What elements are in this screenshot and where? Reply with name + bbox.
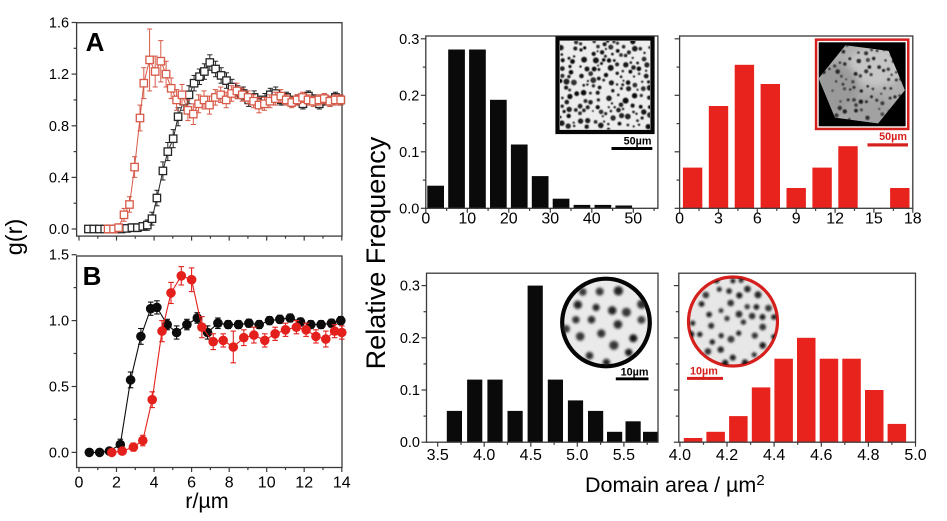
svg-text:0.5: 0.5: [49, 380, 69, 396]
svg-text:10µm: 10µm: [621, 367, 649, 379]
svg-text:g(r): g(r): [1, 219, 27, 256]
svg-text:4.6: 4.6: [810, 447, 832, 464]
svg-text:4.0: 4.0: [669, 447, 691, 464]
svg-text:1.5: 1.5: [49, 248, 69, 264]
svg-text:1.0: 1.0: [49, 314, 69, 330]
svg-text:1.6: 1.6: [49, 16, 69, 32]
svg-text:1.2: 1.2: [49, 67, 69, 83]
svg-text:0: 0: [75, 475, 84, 492]
svg-text:0.3: 0.3: [399, 32, 419, 48]
svg-text:4: 4: [150, 475, 159, 492]
svg-text:0: 0: [421, 211, 430, 228]
svg-text:40: 40: [583, 211, 601, 228]
svg-text:5.0: 5.0: [904, 447, 926, 464]
svg-text:18: 18: [904, 211, 922, 228]
svg-text:0.2: 0.2: [399, 88, 419, 104]
svg-text:5.0: 5.0: [566, 447, 588, 464]
svg-text:10: 10: [258, 475, 276, 492]
svg-text:12: 12: [826, 211, 844, 228]
svg-text:8: 8: [225, 475, 234, 492]
svg-text:0.1: 0.1: [400, 383, 420, 399]
svg-text:50: 50: [624, 211, 642, 228]
svg-text:0.8: 0.8: [49, 119, 69, 135]
svg-text:Domain area / µm2: Domain area / µm2: [585, 472, 765, 497]
svg-text:6: 6: [753, 211, 762, 228]
svg-text:3: 3: [714, 211, 723, 228]
svg-text:4.2: 4.2: [716, 447, 738, 464]
svg-text:0: 0: [675, 211, 684, 228]
svg-text:0.3: 0.3: [400, 279, 420, 295]
svg-text:4.0: 4.0: [473, 447, 495, 464]
svg-text:0.2: 0.2: [400, 331, 420, 347]
svg-text:3.5: 3.5: [427, 447, 449, 464]
svg-text:10µm: 10µm: [690, 366, 718, 378]
svg-text:4.8: 4.8: [857, 447, 879, 464]
svg-text:0.1: 0.1: [399, 145, 419, 161]
svg-text:50µm: 50µm: [879, 131, 907, 143]
svg-text:4.5: 4.5: [520, 447, 542, 464]
svg-text:2: 2: [112, 475, 121, 492]
svg-text:10: 10: [458, 211, 476, 228]
svg-text:14: 14: [333, 475, 351, 492]
svg-text:0.0: 0.0: [399, 201, 419, 217]
svg-text:0.4: 0.4: [49, 170, 69, 186]
svg-text:20: 20: [500, 211, 518, 228]
svg-text:A: A: [86, 27, 105, 57]
svg-text:30: 30: [541, 211, 559, 228]
svg-text:5.5: 5.5: [613, 447, 635, 464]
svg-text:15: 15: [865, 211, 883, 228]
svg-text:B: B: [83, 261, 102, 291]
svg-text:6: 6: [187, 475, 196, 492]
svg-text:12: 12: [295, 475, 313, 492]
svg-text:r/µm: r/µm: [185, 489, 228, 513]
svg-text:4.4: 4.4: [763, 447, 785, 464]
svg-text:0.0: 0.0: [49, 445, 69, 461]
svg-text:50µm: 50µm: [624, 136, 652, 148]
svg-text:0.0: 0.0: [400, 435, 420, 451]
svg-text:9: 9: [792, 211, 801, 228]
svg-text:Relative Frequency: Relative Frequency: [361, 136, 391, 369]
svg-text:0.0: 0.0: [49, 222, 69, 238]
